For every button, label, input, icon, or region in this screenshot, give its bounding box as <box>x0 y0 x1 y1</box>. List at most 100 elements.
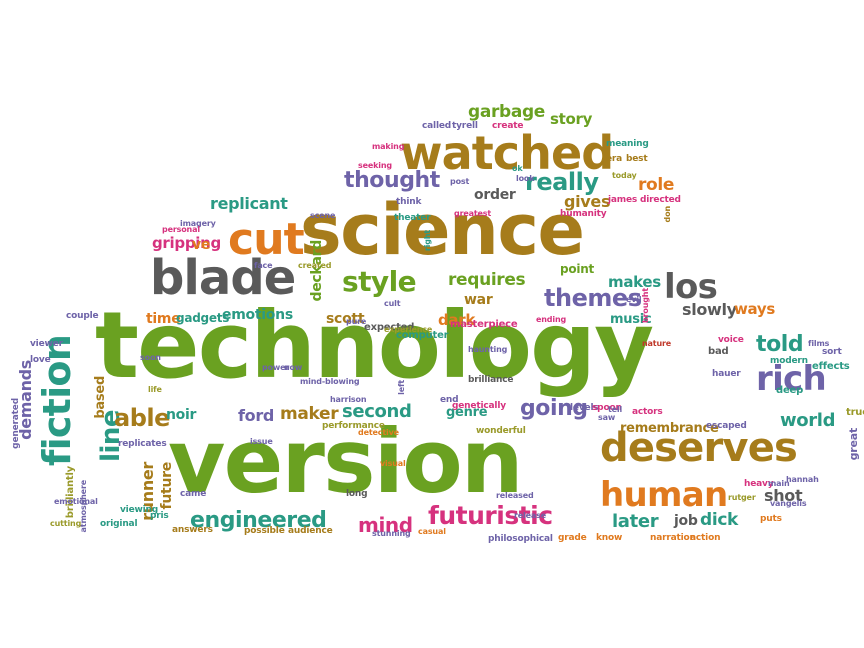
cloud-word: really <box>525 168 599 196</box>
cloud-word: order <box>474 187 516 203</box>
cloud-word: released <box>496 491 534 500</box>
cloud-word: couple <box>66 311 99 321</box>
cloud-word: think <box>396 197 422 207</box>
cloud-word: bad <box>708 346 729 357</box>
cloud-word: vangelis <box>770 499 807 508</box>
cloud-word: making <box>372 142 405 151</box>
cloud-word: personal <box>162 225 200 234</box>
cloud-word: job <box>674 513 698 529</box>
cloud-word: gadgets <box>176 311 230 325</box>
cloud-word: style <box>342 265 417 298</box>
cloud-word: futuristic <box>428 501 553 530</box>
cloud-word: replicates <box>118 439 167 449</box>
cloud-word: look <box>516 174 535 183</box>
cloud-word: pris <box>150 511 169 521</box>
cloud-word: brought <box>641 288 650 323</box>
cloud-word: performance <box>322 421 385 431</box>
cloud-word: came <box>180 489 207 499</box>
cloud-word: meaning <box>606 139 649 149</box>
cloud-word: narration <box>650 533 696 543</box>
cloud-word: noir <box>166 407 197 423</box>
cloud-word: saw <box>598 413 616 422</box>
cloud-word: rich <box>756 359 827 399</box>
cloud-word: role <box>638 175 675 195</box>
cloud-word: visual <box>380 459 406 468</box>
cloud-word: harrison <box>330 395 367 404</box>
cloud-word: world <box>780 410 836 431</box>
cloud-word: stunning <box>372 529 411 538</box>
cloud-word: evil <box>626 295 642 304</box>
cloud-word: wonderful <box>476 426 526 436</box>
cloud-word: deserves <box>600 425 798 471</box>
cloud-word: voice <box>718 335 744 345</box>
cloud-word: great <box>847 428 860 461</box>
cloud-word: deckard <box>309 240 325 302</box>
cloud-word: original <box>100 519 138 529</box>
cloud-word: effects <box>812 361 850 372</box>
cloud-word: gripping <box>152 234 221 252</box>
cloud-word: watched <box>400 126 614 180</box>
cloud-word: greatest <box>454 209 492 218</box>
cloud-word: grade <box>558 533 587 543</box>
cloud-word: replicant <box>210 194 288 213</box>
cloud-word: remembrance <box>620 421 719 436</box>
cloud-word: genre <box>446 405 488 420</box>
cloud-word: created <box>298 261 332 270</box>
cloud-word: action <box>690 533 721 543</box>
cloud-word: based <box>93 376 108 419</box>
cloud-word: brilliance <box>468 375 514 385</box>
cloud-word: era <box>606 154 623 164</box>
cloud-word: viewing <box>120 505 159 515</box>
cloud-word: hauer <box>712 369 741 379</box>
cloud-word: levels <box>570 403 599 413</box>
cloud-word: ending <box>536 315 567 324</box>
cloud-word: detective <box>358 428 399 437</box>
cloud-word: imagery <box>180 219 216 228</box>
cloud-word: shot <box>764 486 803 505</box>
cloud-word: hannah <box>786 475 819 484</box>
cloud-word: left <box>397 380 406 395</box>
cloud-word: soon <box>140 353 161 362</box>
cloud-word: know <box>596 533 623 543</box>
cloud-word: answers <box>172 525 213 535</box>
cloud-word: scene <box>310 211 336 220</box>
cloud-word: generated <box>11 398 21 449</box>
cloud-word: best <box>626 154 648 164</box>
cloud-word: technology <box>95 292 654 399</box>
cloud-word: films <box>808 339 830 348</box>
cloud-word: able <box>114 404 170 432</box>
cloud-word: dick <box>700 510 739 530</box>
cloud-word: sort <box>822 347 842 357</box>
cloud-word: puts <box>760 514 782 524</box>
cloud-word: now <box>284 363 303 372</box>
cloud-word: actors <box>632 407 663 417</box>
cloud-word: war <box>464 292 493 308</box>
cloud-word: genetically <box>452 401 506 411</box>
cloud-word: haunting <box>468 345 508 354</box>
cloud-word: ve <box>192 237 211 253</box>
cloud-word: theater <box>394 213 431 223</box>
cloud-word: garbage <box>468 102 545 122</box>
cloud-word: version <box>168 410 524 513</box>
cloud-word: modern <box>770 356 808 366</box>
cloud-word: cult <box>384 299 401 308</box>
cloud-word: james <box>608 195 638 205</box>
cloud-word: point <box>560 262 595 276</box>
cloud-word: gives <box>564 192 611 211</box>
cloud-word: atmosphere <box>79 480 88 533</box>
cloud-word: ways <box>734 300 776 318</box>
cloud-word: engineered <box>190 508 327 533</box>
cloud-word: scott <box>326 311 365 327</box>
cloud-word: second <box>342 401 412 422</box>
cloud-word: tyrell <box>452 121 478 131</box>
cloud-word: spoon <box>592 403 622 413</box>
cloud-word: masterpiece <box>450 319 518 330</box>
cloud-word: emotional <box>54 497 98 506</box>
cloud-word: future <box>159 462 175 510</box>
cloud-word: today <box>612 171 637 180</box>
cloud-word: deep <box>776 385 804 396</box>
cloud-word: computer <box>396 330 449 341</box>
cloud-word: blade <box>150 250 296 306</box>
cloud-word: viewer <box>30 339 63 349</box>
